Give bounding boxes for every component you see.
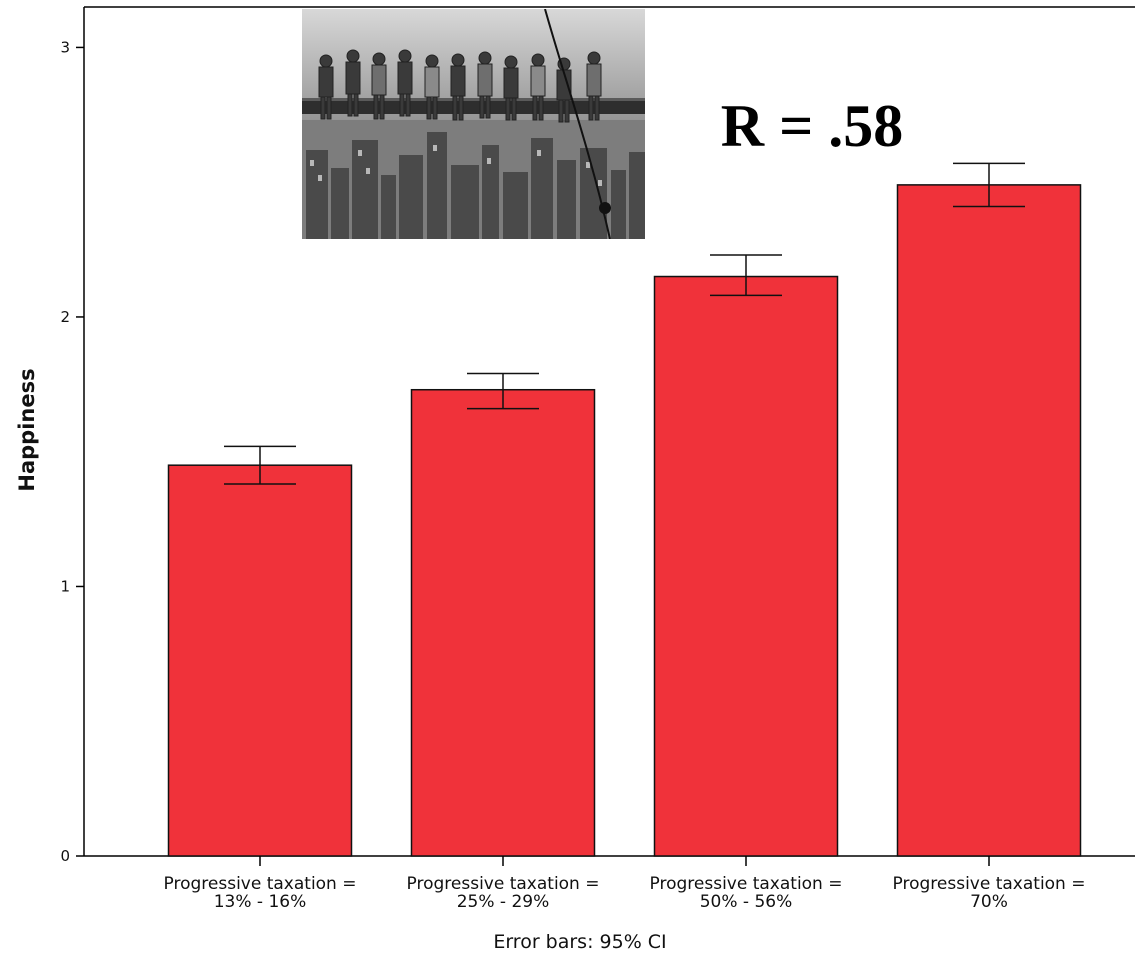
y-tick-label: 2 bbox=[60, 308, 70, 326]
y-axis-label: Happiness bbox=[15, 368, 39, 491]
error-bars-caption: Error bars: 95% CI bbox=[493, 931, 666, 953]
x-tick-label: Progressive taxation = 25% - 29% bbox=[407, 874, 600, 912]
bar bbox=[896, 184, 1082, 857]
bar bbox=[653, 275, 839, 857]
error-bars bbox=[224, 162, 1025, 485]
error-bar bbox=[710, 254, 782, 297]
y-tick-label: 3 bbox=[60, 38, 70, 56]
x-tick-label: Progressive taxation = 13% - 16% bbox=[164, 874, 357, 912]
error-bar bbox=[467, 372, 539, 410]
y-tick-label: 1 bbox=[60, 577, 70, 595]
correlation-annotation: R = .58 bbox=[721, 93, 904, 159]
bar bbox=[167, 464, 353, 857]
bars bbox=[167, 184, 1082, 857]
x-ticks: Progressive taxation = 13% - 16% Progressi… bbox=[164, 856, 1086, 912]
y-ticks: 0 1 2 3 bbox=[60, 38, 84, 865]
workers-on-beam-photo bbox=[302, 9, 645, 239]
y-tick-label: 0 bbox=[60, 847, 70, 865]
x-tick-label: Progressive taxation = 70% bbox=[893, 874, 1086, 912]
error-bar bbox=[224, 445, 296, 485]
bar bbox=[410, 388, 596, 857]
error-bar bbox=[953, 162, 1025, 208]
x-tick-label: Progressive taxation = 50% - 56% bbox=[650, 874, 843, 912]
